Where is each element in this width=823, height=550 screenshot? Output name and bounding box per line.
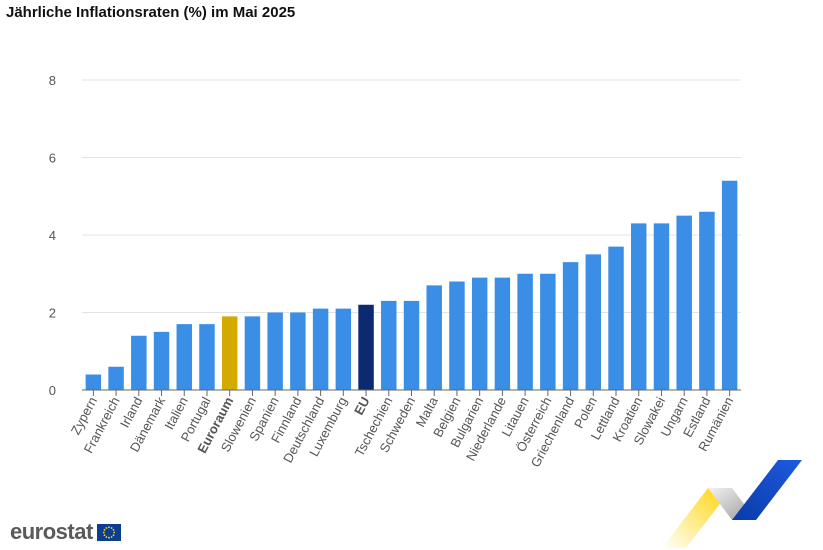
bar-portugal xyxy=(199,324,215,390)
bar-slowenien xyxy=(244,316,261,390)
flag-star xyxy=(103,528,106,531)
eu-flag-icon xyxy=(96,523,121,541)
bar-luxemburg xyxy=(335,308,352,390)
bar-polen xyxy=(585,254,602,390)
flag-star xyxy=(113,531,115,533)
bar-estland xyxy=(699,211,715,390)
bar-slowakei xyxy=(653,223,670,390)
bar-ungarn xyxy=(676,215,692,390)
flag-star xyxy=(107,536,110,539)
flag-star xyxy=(110,535,113,538)
x-axis-labels: ZypernFrankreichIrlandDänemarkItalienPor… xyxy=(68,394,737,470)
bars xyxy=(85,180,738,390)
chart-title: Jährliche Inflationsraten (%) im Mai 202… xyxy=(6,4,296,21)
bar-zypern xyxy=(85,374,102,390)
flag-star xyxy=(105,535,108,538)
bar-bulgarien xyxy=(471,277,488,390)
bar-tschechien xyxy=(381,300,397,390)
eurostat-logo: eurostat xyxy=(10,518,121,546)
bar-griechenland xyxy=(562,262,579,390)
flag-star xyxy=(103,533,106,536)
flag-star xyxy=(107,525,110,528)
bar-litauen xyxy=(517,273,533,390)
bar-finnland xyxy=(290,312,306,390)
y-tick-label: 0 xyxy=(49,383,56,398)
bar-eu xyxy=(358,304,374,390)
flag-star xyxy=(105,526,108,529)
bar-dänemark xyxy=(153,331,170,390)
bar-spanien xyxy=(267,312,283,390)
y-tick-label: 8 xyxy=(49,73,56,88)
bar-deutschland xyxy=(312,308,329,390)
eurostat-logo-text: eurostat xyxy=(10,519,93,544)
bar-lettland xyxy=(608,246,624,390)
flag-star xyxy=(112,528,115,531)
bar-irland xyxy=(131,335,147,390)
x-axis-ticks xyxy=(92,390,731,396)
flag-star xyxy=(110,526,113,529)
flag-star xyxy=(102,531,105,533)
bar-belgien xyxy=(449,281,465,390)
bar-kroatien xyxy=(631,223,647,390)
bar-niederlande xyxy=(494,277,511,390)
y-tick-label: 4 xyxy=(49,228,56,243)
bar-frankreich xyxy=(108,366,124,390)
bar-rumänien xyxy=(721,180,738,390)
y-axis-ticks: 0 2 4 6 8 xyxy=(49,73,56,398)
bar-chart: 0 2 4 6 8 ZypernFrankreichIrlandDänemarkItal… xyxy=(49,73,741,470)
y-tick-label: 2 xyxy=(49,306,56,321)
bar-euroraum xyxy=(221,316,238,390)
y-tick-label: 6 xyxy=(49,151,56,166)
bar-malta xyxy=(426,285,442,390)
x-tick-label: EU xyxy=(351,394,373,417)
bar-italien xyxy=(176,324,192,390)
flag-star xyxy=(112,533,115,536)
bar-schweden xyxy=(403,300,420,390)
bar-österreich xyxy=(540,273,556,390)
decorative-ribbon-graphic xyxy=(662,460,802,548)
